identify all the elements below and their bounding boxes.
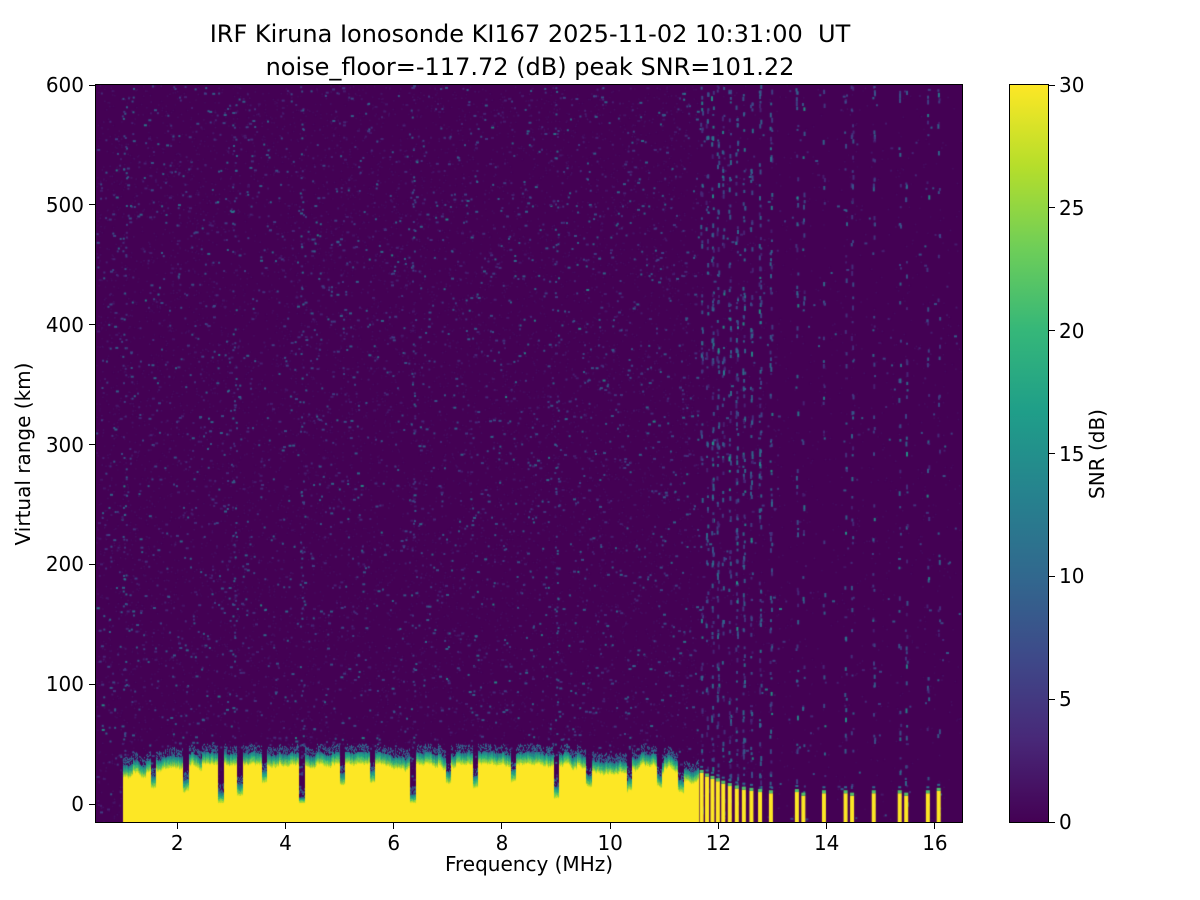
- x-tick-mark: [501, 823, 503, 829]
- x-tick-label: 6: [387, 831, 401, 855]
- x-axis-label: Frequency (MHz): [444, 852, 614, 876]
- y-tick-mark: [89, 683, 95, 685]
- x-tick-label: 8: [495, 831, 509, 855]
- colorbar-tick-label: 15: [1059, 441, 1085, 466]
- colorbar-tick-mark: [1049, 330, 1055, 332]
- x-tick-mark: [284, 823, 286, 829]
- colorbar-tick-label: 0: [1059, 810, 1072, 834]
- y-tick-label: 600: [45, 73, 84, 97]
- colorbar-tick-label: 30: [1059, 73, 1085, 97]
- colorbar-tick-label: 20: [1059, 318, 1085, 343]
- colorbar-tick-mark: [1049, 207, 1055, 209]
- x-tick-mark: [934, 823, 936, 829]
- x-tick-label: 16: [922, 831, 948, 855]
- y-tick-label: 0: [71, 792, 84, 817]
- y-tick-mark: [89, 84, 95, 86]
- ionogram-heatmap-canvas: [96, 85, 962, 822]
- colorbar: [1009, 84, 1049, 823]
- y-tick-label: 300: [45, 432, 84, 457]
- x-tick-mark: [826, 823, 828, 829]
- x-tick-label: 10: [597, 831, 623, 855]
- x-tick-label: 14: [813, 831, 840, 855]
- y-tick-label: 500: [45, 192, 84, 217]
- colorbar-tick-mark: [1049, 575, 1055, 577]
- colorbar-tick-mark: [1049, 84, 1055, 86]
- x-tick-mark: [176, 823, 178, 829]
- x-tick-label: 12: [705, 831, 732, 855]
- colorbar-tick-label: 25: [1059, 195, 1085, 220]
- y-tick-mark: [89, 204, 95, 206]
- colorbar-tick-mark: [1049, 821, 1055, 823]
- chart-subtitle: noise_floor=-117.72 (dB) peak SNR=101.22: [265, 53, 795, 81]
- x-tick-label: 4: [279, 831, 292, 855]
- colorbar-tick-mark: [1049, 698, 1055, 700]
- colorbar-tick-label: 5: [1059, 687, 1072, 712]
- y-tick-mark: [89, 563, 95, 565]
- x-tick-mark: [609, 823, 611, 829]
- y-tick-label: 100: [45, 672, 84, 697]
- y-tick-label: 200: [45, 552, 84, 577]
- x-tick-mark: [393, 823, 395, 829]
- y-tick-label: 400: [45, 312, 84, 337]
- y-tick-mark: [89, 324, 95, 326]
- x-tick-label: 2: [170, 831, 184, 855]
- colorbar-tick-mark: [1049, 453, 1055, 454]
- x-tick-mark: [717, 823, 719, 829]
- colorbar-tick-label: 10: [1059, 564, 1085, 589]
- y-tick-mark: [89, 803, 95, 805]
- plot-area: [95, 84, 963, 823]
- chart-title: IRF Kiruna Ionosonde KI167 2025-11-02 10…: [209, 20, 851, 48]
- y-tick-mark: [89, 444, 95, 445]
